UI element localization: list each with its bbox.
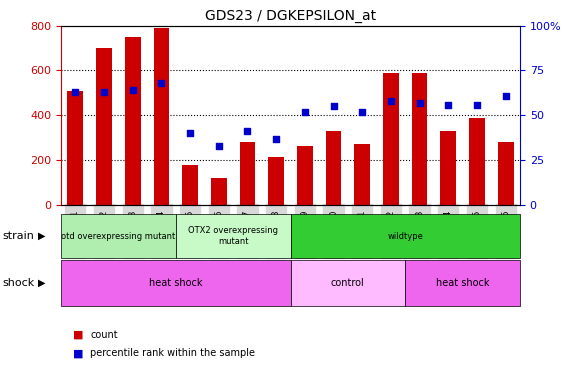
Point <box>214 143 224 149</box>
Point <box>243 128 252 134</box>
Text: strain: strain <box>3 231 35 241</box>
Bar <box>498 142 514 205</box>
Text: control: control <box>331 278 365 288</box>
Text: OTX2 overexpressing
mutant: OTX2 overexpressing mutant <box>188 226 278 246</box>
Text: ■: ■ <box>73 348 83 358</box>
Bar <box>383 73 399 205</box>
Bar <box>440 131 456 205</box>
Bar <box>61 214 175 258</box>
Bar <box>125 37 141 205</box>
Bar <box>469 117 485 205</box>
Bar <box>211 178 227 205</box>
Bar <box>354 145 370 205</box>
Bar <box>412 73 428 205</box>
Point <box>329 103 338 109</box>
Bar <box>290 214 520 258</box>
Bar <box>67 91 83 205</box>
Point <box>71 89 80 95</box>
Point <box>386 98 396 104</box>
Point <box>300 109 310 115</box>
Text: heat shock: heat shock <box>149 278 203 288</box>
Point <box>157 80 166 86</box>
Bar <box>297 146 313 205</box>
Text: heat shock: heat shock <box>436 278 489 288</box>
Text: shock: shock <box>3 278 35 288</box>
Text: ▶: ▶ <box>38 278 45 288</box>
Text: count: count <box>90 330 118 340</box>
Bar <box>175 214 290 258</box>
Point <box>415 100 424 106</box>
Bar <box>268 157 284 205</box>
Point <box>357 109 367 115</box>
Point <box>444 102 453 108</box>
Text: otd overexpressing mutant: otd overexpressing mutant <box>61 232 175 240</box>
Bar <box>406 260 520 306</box>
Point <box>472 102 482 108</box>
Bar <box>182 165 198 205</box>
Text: wildtype: wildtype <box>388 232 423 240</box>
Bar <box>239 142 256 205</box>
Bar <box>325 131 342 205</box>
Bar <box>290 260 406 306</box>
Point <box>128 87 137 93</box>
Bar <box>96 48 112 205</box>
Bar <box>153 28 169 205</box>
Point <box>185 130 195 136</box>
Point <box>99 89 109 95</box>
Point <box>501 93 510 98</box>
Point <box>271 136 281 142</box>
Text: ▶: ▶ <box>38 231 45 241</box>
Text: ■: ■ <box>73 330 83 340</box>
Title: GDS23 / DGKEPSILON_at: GDS23 / DGKEPSILON_at <box>205 9 376 23</box>
Bar <box>61 260 290 306</box>
Text: percentile rank within the sample: percentile rank within the sample <box>90 348 255 358</box>
